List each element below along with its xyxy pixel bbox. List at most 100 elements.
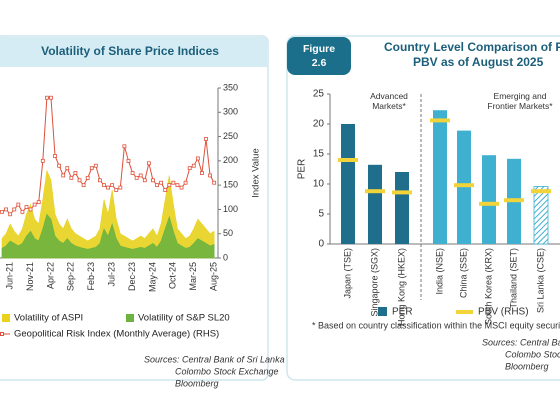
point	[183, 180, 188, 185]
x-tick-label: India (NSE)	[434, 248, 444, 295]
point	[81, 183, 86, 188]
y-tick-label: 50	[223, 228, 233, 238]
x-tick-label: Nov-21	[25, 262, 35, 291]
annotation: Advanced Markets*	[370, 91, 408, 111]
legend-label: PER	[392, 307, 413, 318]
y-tick-label: 300	[223, 107, 238, 117]
x-tick-label: Hong Kong (HKEX)	[396, 248, 406, 326]
legend-swatch	[126, 314, 134, 322]
x-tick-label: Apr-22	[45, 262, 55, 289]
point	[142, 178, 147, 183]
source: Colombo Stock Exchange	[505, 349, 560, 359]
point	[146, 161, 151, 166]
bar	[395, 172, 409, 244]
point	[130, 171, 135, 175]
y-tick-label: 0	[318, 239, 324, 250]
x-tick-label: Aug-25	[209, 262, 219, 291]
left-header	[0, 37, 267, 67]
point	[122, 144, 127, 149]
point	[212, 180, 217, 185]
legend-label: Geopolitical Risk Index (Monthly Average…	[14, 329, 219, 340]
point	[118, 185, 123, 190]
left-panel	[0, 35, 269, 381]
area	[1, 213, 215, 259]
point	[114, 188, 119, 192]
point	[32, 202, 37, 207]
pbv-marker	[531, 189, 551, 194]
point	[53, 154, 57, 158]
point	[44, 95, 49, 100]
pbv-marker	[338, 158, 358, 162]
point	[179, 185, 184, 190]
point	[110, 183, 115, 188]
y-tick-label: 20	[313, 119, 325, 130]
y-axis-label: PER	[297, 159, 308, 180]
bar	[368, 164, 382, 244]
bar	[341, 124, 355, 244]
chart-title: PBV as of August 2025	[413, 55, 544, 69]
y-tick-label: 0	[223, 252, 228, 262]
point	[4, 207, 8, 212]
point	[208, 173, 212, 178]
y-tick-label: 200	[223, 155, 238, 165]
annotation: Emerging and Frontier Markets*	[487, 91, 553, 111]
source: Sources: Central Bank of Sri Lanka	[144, 354, 285, 364]
y-tick-label: 5	[318, 209, 324, 220]
bar	[433, 110, 447, 244]
point	[106, 185, 110, 190]
bar	[457, 130, 471, 244]
point	[102, 183, 106, 188]
pbv-marker	[504, 198, 524, 203]
pbv-marker	[454, 183, 474, 188]
pbv-marker	[479, 201, 499, 206]
y-axis-label: Index Value	[251, 148, 262, 197]
x-tick-label: Jun-21	[5, 262, 15, 290]
x-tick-label: May-24	[147, 262, 157, 292]
legend-swatch	[2, 314, 10, 322]
point	[187, 166, 192, 171]
x-tick-label: Thailand (SET)	[508, 248, 518, 309]
legend-swatch	[0, 332, 4, 336]
point	[49, 95, 53, 100]
point	[36, 200, 41, 205]
y-tick-label: 150	[223, 180, 238, 190]
legend-swatch	[456, 310, 473, 314]
point	[93, 163, 98, 168]
y-tick-label: 15	[313, 149, 325, 160]
y-tick-label: 350	[223, 82, 238, 92]
point	[163, 188, 168, 192]
x-tick-label: Sep-22	[66, 262, 76, 291]
point	[77, 178, 82, 183]
source: Bloomberg	[505, 361, 549, 371]
legend-label: Volatility of S&P SL20	[138, 313, 230, 324]
bar	[482, 155, 496, 244]
point	[20, 209, 25, 214]
x-tick-label: South Korea (KRX)	[483, 248, 493, 325]
footnote: * Based on country classification within…	[312, 320, 560, 330]
point	[138, 173, 143, 178]
point	[167, 183, 172, 188]
y-tick-label: 10	[313, 179, 325, 190]
point	[89, 166, 94, 171]
y-tick-label: 25	[313, 89, 325, 100]
point	[8, 212, 13, 217]
point	[134, 175, 139, 180]
annotation-box: Emerging and Frontier Markets*	[487, 91, 553, 111]
bar	[533, 185, 549, 245]
chart-title: Volatility of Share Price Indices	[41, 44, 219, 58]
y-tick-label: 100	[223, 204, 238, 214]
point	[151, 178, 155, 183]
legend-label: PBV (RHS)	[478, 307, 529, 318]
point	[195, 156, 200, 161]
point	[0, 209, 4, 214]
legend-swatch	[378, 307, 387, 316]
point	[126, 158, 131, 163]
point	[204, 137, 208, 141]
point	[24, 205, 29, 209]
point	[98, 178, 102, 183]
x-tick-label: China (SSE)	[458, 248, 468, 298]
figure-label: Figure	[303, 43, 335, 55]
point	[12, 207, 17, 212]
figure-badge	[287, 37, 351, 75]
